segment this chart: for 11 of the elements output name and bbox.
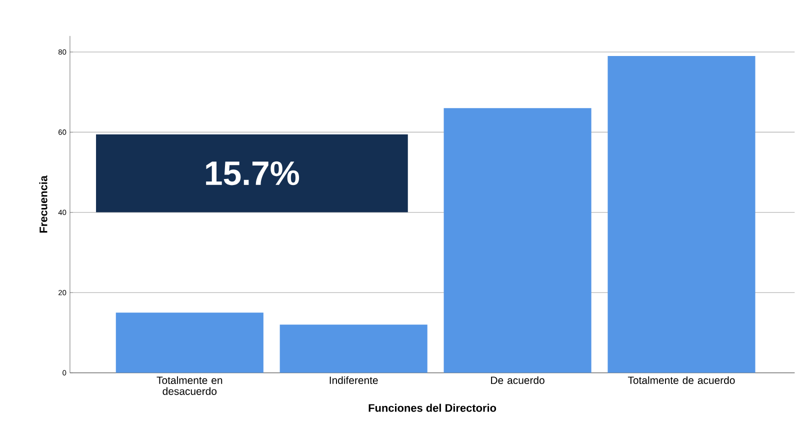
x-tick-label: Totalmente de acuerdo [628,376,735,384]
bar [444,108,592,373]
bar [116,312,264,373]
annotation: 15.7% [206,161,300,186]
bar [280,324,428,373]
x-tick-label: De acuerdo [491,376,544,384]
x-tick-label: Totalmente en desacuerdo [156,376,222,396]
x-tick-label: Indiferente [330,376,378,384]
y-axis-title: Frecuencia [39,176,48,233]
x-axis-title: Funciones del Directorio [368,404,496,412]
bar [608,56,756,373]
